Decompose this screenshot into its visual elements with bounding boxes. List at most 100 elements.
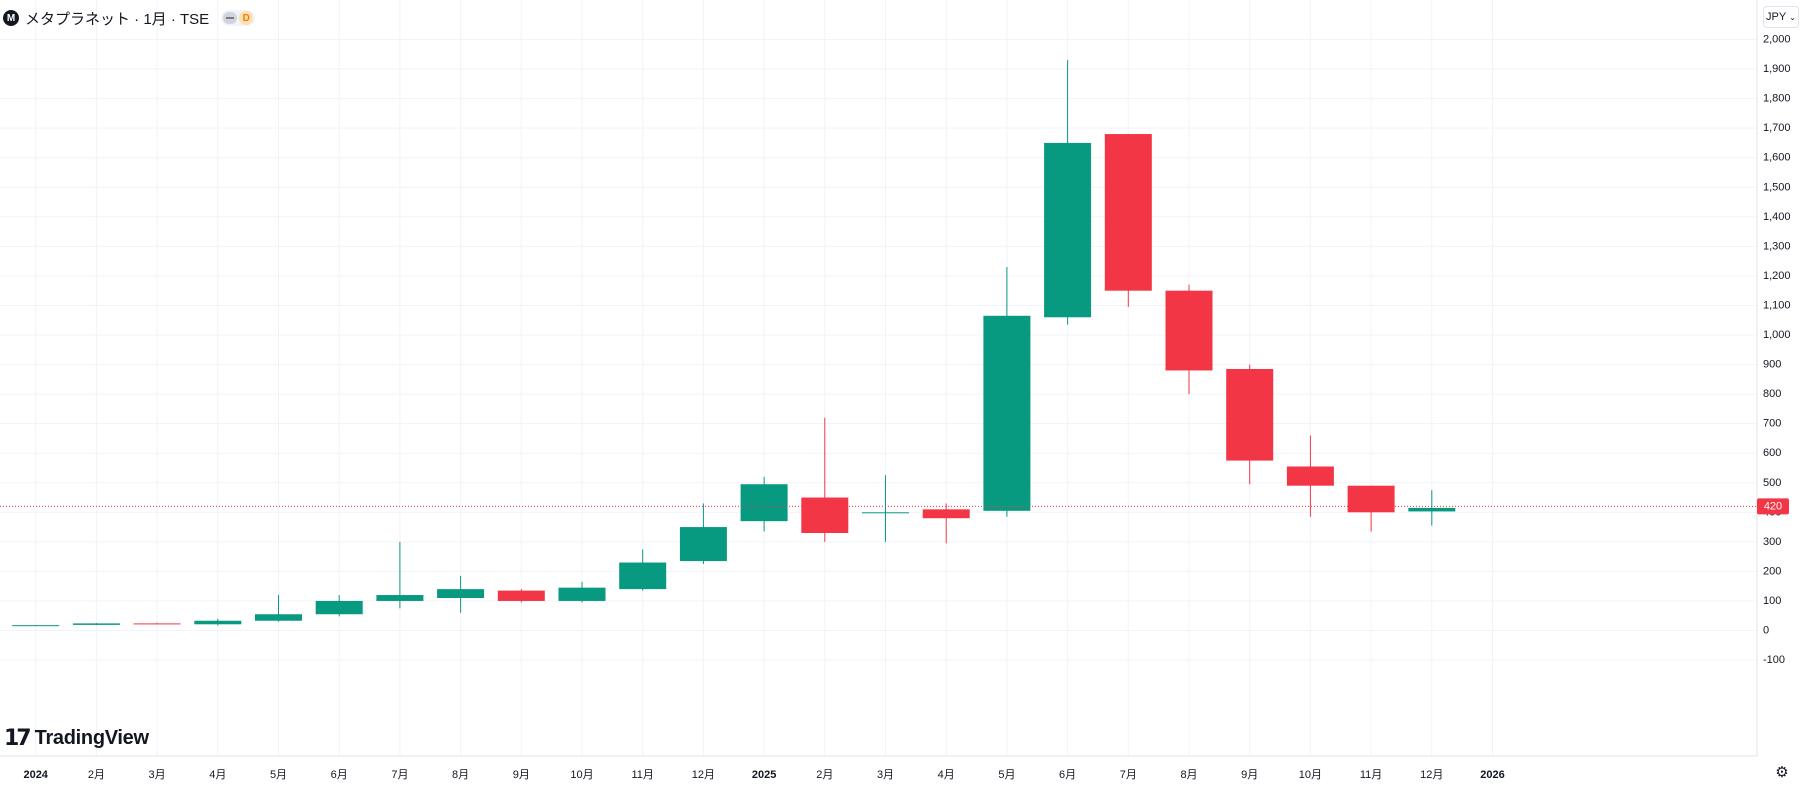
- candle-body: [922, 509, 970, 519]
- candle: [1286, 435, 1334, 517]
- candle: [315, 595, 363, 617]
- price-tick-label: -100: [1763, 654, 1785, 666]
- symbol-logo: M: [3, 10, 19, 26]
- time-tick-label: 9月: [1241, 769, 1258, 781]
- candle: [1044, 60, 1092, 325]
- tradingview-logo-text: TradingView: [34, 727, 149, 749]
- time-tick-label: 11月: [631, 769, 653, 781]
- time-tick-label: 2026: [1480, 769, 1504, 781]
- price-tick-label: 1,900: [1763, 63, 1791, 75]
- time-tick-label: 3月: [877, 769, 894, 781]
- candle-body: [801, 497, 849, 533]
- candle-body: [558, 587, 606, 601]
- candle-body: [12, 625, 60, 627]
- time-tick-label: 2024: [23, 769, 48, 781]
- candle: [1408, 490, 1456, 526]
- minus-icon: [223, 12, 238, 24]
- price-tick-label: 1,200: [1763, 270, 1791, 282]
- candle: [862, 475, 909, 542]
- time-tick-label: 12月: [1420, 769, 1443, 781]
- price-tick-label: 500: [1763, 477, 1781, 489]
- candle: [1165, 284, 1213, 395]
- price-tick-label: 1,500: [1763, 181, 1791, 193]
- candle-body: [1104, 134, 1152, 291]
- price-tick-label: 700: [1763, 418, 1781, 430]
- symbol-title: メタプラネット · 1月 · TSE: [25, 10, 210, 28]
- candle-body: [1226, 368, 1274, 461]
- horizontal-grid: [0, 39, 1757, 661]
- price-tick-label: 1,100: [1763, 299, 1791, 311]
- tradingview-logo-mark: 17: [4, 726, 32, 751]
- candles: [12, 60, 1456, 627]
- price-tick-label: 1,300: [1763, 240, 1791, 252]
- currency-selector[interactable]: JPY ⌄: [1763, 6, 1799, 28]
- candle-body: [1347, 485, 1395, 513]
- vertical-grid: [35, 0, 1493, 756]
- candle: [740, 476, 788, 532]
- price-tick-label: 900: [1763, 359, 1781, 371]
- price-tick-label: 0: [1763, 625, 1769, 637]
- candle: [1226, 364, 1274, 485]
- time-tick-label: 2月: [88, 769, 105, 781]
- chevron-down-icon: ⌄: [1789, 12, 1796, 22]
- candle-body: [983, 315, 1031, 511]
- candle: [376, 541, 424, 609]
- candle-body: [376, 595, 424, 601]
- time-tick-label: 2月: [816, 769, 833, 781]
- time-tick-label: 12月: [692, 769, 715, 781]
- candle-body: [1408, 507, 1456, 512]
- delayed-badge: D: [239, 11, 254, 25]
- candle-body: [255, 614, 302, 621]
- time-tick-label: 10月: [570, 769, 593, 781]
- candle-body: [1286, 466, 1334, 486]
- time-axis[interactable]: 2024 2月 3月 4月 5月 6月 7月 8月 9月 10月 11月 12月 2025 2月 3月 4月 5…: [23, 769, 1504, 781]
- candle: [983, 267, 1031, 517]
- candle: [1347, 485, 1395, 532]
- candle-body: [1165, 290, 1213, 371]
- candle: [133, 622, 181, 625]
- price-axis[interactable]: -10001002003004005006007008009001,0001,1…: [1763, 34, 1791, 667]
- symbol-header[interactable]: M メタプラネット · 1月 · TSE D: [3, 8, 256, 28]
- candle: [12, 624, 60, 627]
- price-tick-label: 200: [1763, 565, 1781, 577]
- price-tick-label: 300: [1763, 536, 1781, 548]
- time-tick-label: 7月: [1120, 769, 1137, 781]
- time-tick-label: 7月: [391, 769, 408, 781]
- candle-body: [619, 562, 667, 590]
- time-tick-label: 9月: [513, 769, 530, 781]
- gear-icon[interactable]: ⚙: [1775, 764, 1789, 781]
- time-tick-label: 4月: [209, 769, 226, 781]
- price-tick-label: 1,000: [1763, 329, 1791, 341]
- price-tick-label: 1,800: [1763, 93, 1791, 105]
- candle-body: [497, 590, 545, 601]
- candle: [194, 618, 242, 626]
- time-tick-label: 8月: [1180, 769, 1197, 781]
- time-tick-label: 11月: [1360, 769, 1382, 781]
- time-tick-label: 2025: [752, 769, 776, 781]
- candle-body: [133, 623, 181, 625]
- tradingview-logo[interactable]: 17 TradingView: [4, 726, 149, 751]
- candle-body: [740, 484, 788, 522]
- candle-body: [679, 527, 727, 562]
- candle: [679, 503, 727, 565]
- last-price-badge: 420: [1757, 498, 1789, 515]
- candle-body: [315, 600, 363, 615]
- price-tick-label: 600: [1763, 447, 1781, 459]
- currency-label: JPY: [1766, 11, 1787, 23]
- candle-body: [72, 623, 120, 625]
- candle-body: [194, 620, 242, 625]
- time-tick-label: 5月: [270, 769, 287, 781]
- candle-body: [1044, 142, 1092, 318]
- candle-body: [862, 512, 909, 514]
- time-tick-label: 5月: [998, 769, 1015, 781]
- candle: [255, 595, 302, 622]
- price-tick-label: 1,700: [1763, 122, 1791, 134]
- candle: [437, 575, 485, 613]
- status-pill[interactable]: D: [221, 10, 256, 26]
- candle: [72, 623, 120, 626]
- time-tick-label: 3月: [149, 769, 166, 781]
- time-tick-label: 6月: [1059, 769, 1076, 781]
- time-tick-label: 8月: [452, 769, 469, 781]
- candle-body: [437, 589, 485, 598]
